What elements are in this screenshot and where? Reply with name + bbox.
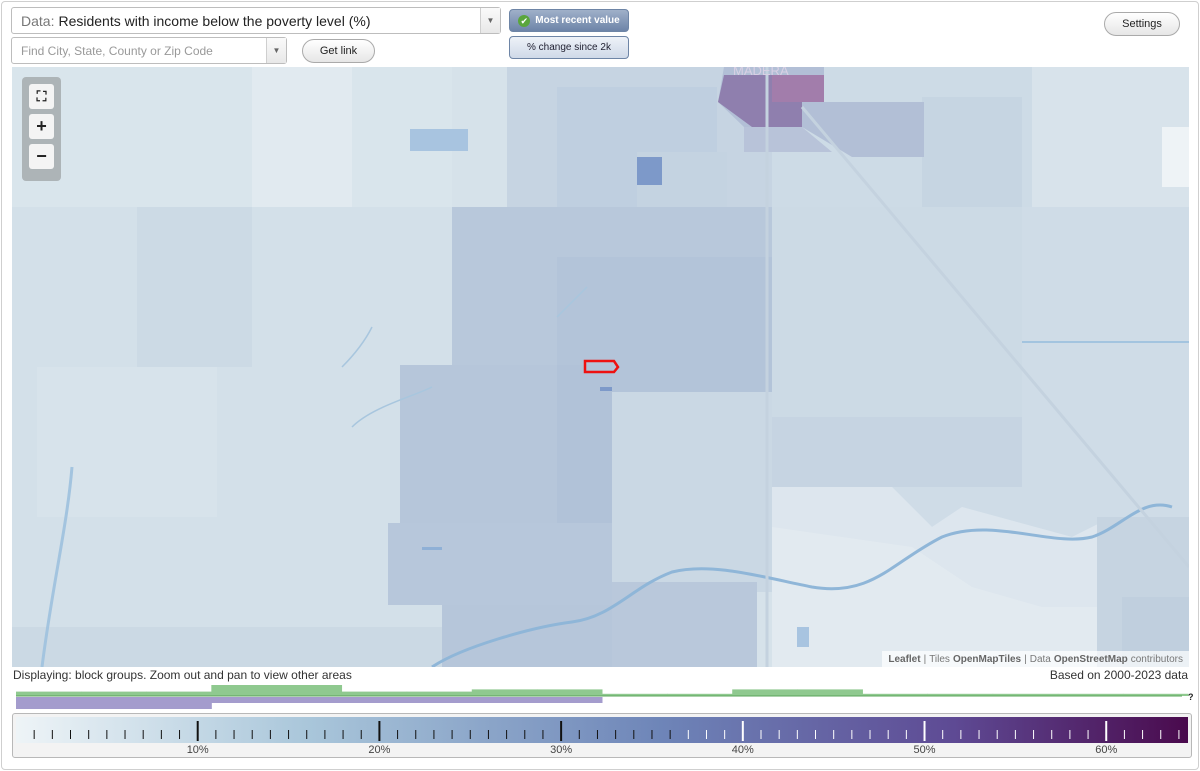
- display-note: Displaying: block groups. Zoom out and p…: [13, 668, 352, 682]
- histogram-purple-bar: [81, 697, 147, 709]
- histogram-green-bar: [797, 689, 863, 696]
- histogram-purple-bar: [146, 697, 212, 709]
- histogram-green-bar: [146, 691, 212, 696]
- histogram-green-bar: [16, 691, 82, 696]
- histogram-purple-bar: [16, 697, 82, 709]
- histogram-green-bar: [1122, 693, 1189, 696]
- get-link-button[interactable]: Get link: [302, 39, 375, 63]
- map-view[interactable]: MADERA ⛶ + − Leaflet | Tiles OpenMapTile…: [12, 67, 1189, 667]
- settings-button[interactable]: Settings: [1104, 12, 1180, 36]
- legend-tick-label: 20%: [368, 744, 390, 754]
- histogram-green-bar: [406, 691, 473, 696]
- attribution-suffix: contributors: [1130, 653, 1183, 665]
- histogram-green-bar: [667, 693, 733, 696]
- histogram-help-icon: ?: [1188, 692, 1194, 702]
- fit-bounds-icon[interactable]: ⛶: [29, 84, 54, 109]
- data-selector-prefix: Data:: [21, 12, 55, 29]
- data-range-note: Based on 2000-2023 data: [1049, 668, 1188, 682]
- pct-change-button[interactable]: % change since 2k: [509, 36, 629, 59]
- legend-gradient-bar: [16, 717, 1188, 743]
- histogram-purple-bar: [536, 697, 603, 703]
- legend-scale: 10% 20% 30% 40% 50% 60%: [16, 717, 1188, 754]
- histogram-green-series: [16, 685, 1189, 697]
- attribution-sep: |: [1024, 653, 1027, 665]
- choropleth-map: MADERA: [12, 67, 1189, 667]
- attribution-leaflet-link[interactable]: Leaflet: [888, 653, 921, 665]
- histogram-green-bar: [1057, 693, 1124, 696]
- map-attribution: Leaflet | Tiles OpenMapTiles | Data Open…: [882, 651, 1189, 667]
- attribution-tiles-prefix: Tiles: [929, 653, 950, 665]
- histogram-green-bar: [471, 689, 538, 696]
- color-legend: 10% 20% 30% 40% 50% 60%: [12, 713, 1192, 758]
- histogram-green-bar: [341, 691, 408, 696]
- histogram-purple-bar: [211, 697, 277, 703]
- histogram-green-bar: [602, 693, 668, 696]
- histogram-green-bar: [862, 693, 929, 696]
- legend-tick-label: 30%: [550, 744, 572, 754]
- histogram-purple-bar: [471, 697, 538, 703]
- chevron-down-icon[interactable]: ▼: [266, 38, 286, 63]
- attribution-osm-link[interactable]: OpenStreetMap: [1053, 653, 1128, 665]
- histogram-green-bar: [276, 685, 343, 696]
- river: [431, 503, 1173, 667]
- place-label: MADERA: [733, 67, 789, 78]
- histogram-purple-bar: [276, 697, 343, 703]
- data-selector-value: Residents with income below the poverty …: [58, 12, 371, 29]
- legend-tick-label: 40%: [732, 744, 754, 754]
- most-recent-value-button[interactable]: ✔ Most recent value: [509, 9, 629, 32]
- data-selector[interactable]: Data: Residents with income below the po…: [11, 7, 501, 34]
- histogram-purple-bar: [406, 697, 473, 703]
- legend-tick-label: 10%: [187, 744, 209, 754]
- legend-tick-label: 50%: [914, 744, 936, 754]
- legend-tick-label: 60%: [1095, 744, 1117, 754]
- attribution-data-prefix: Data: [1029, 653, 1051, 665]
- histogram-green-bar: [81, 691, 147, 696]
- histogram-green-bar: [992, 693, 1059, 696]
- histogram-green-bar: [732, 689, 798, 696]
- attribution-tiles-link[interactable]: OpenMapTiles: [952, 653, 1022, 665]
- chevron-down-icon[interactable]: ▼: [480, 8, 500, 33]
- attribution-sep: |: [923, 653, 927, 665]
- histogram-purple-series: [16, 697, 603, 709]
- value-histogram: ?: [16, 685, 1194, 709]
- histogram-green-bar: [211, 685, 277, 696]
- selected-area-outline: [583, 359, 620, 374]
- histogram-purple-bar: [341, 697, 408, 703]
- pct-change-label: % change since 2k: [527, 42, 611, 53]
- zoom-control: ⛶ + −: [22, 77, 61, 181]
- zoom-in-button[interactable]: +: [29, 114, 54, 139]
- search-input[interactable]: [12, 38, 262, 63]
- checkmark-icon: ✔: [518, 14, 531, 27]
- histogram-green-bar: [927, 693, 994, 696]
- location-search[interactable]: ▼: [11, 37, 287, 64]
- histogram-green-bar: [536, 689, 603, 696]
- most-recent-label: Most recent value: [535, 15, 620, 26]
- zoom-out-button[interactable]: −: [29, 144, 54, 169]
